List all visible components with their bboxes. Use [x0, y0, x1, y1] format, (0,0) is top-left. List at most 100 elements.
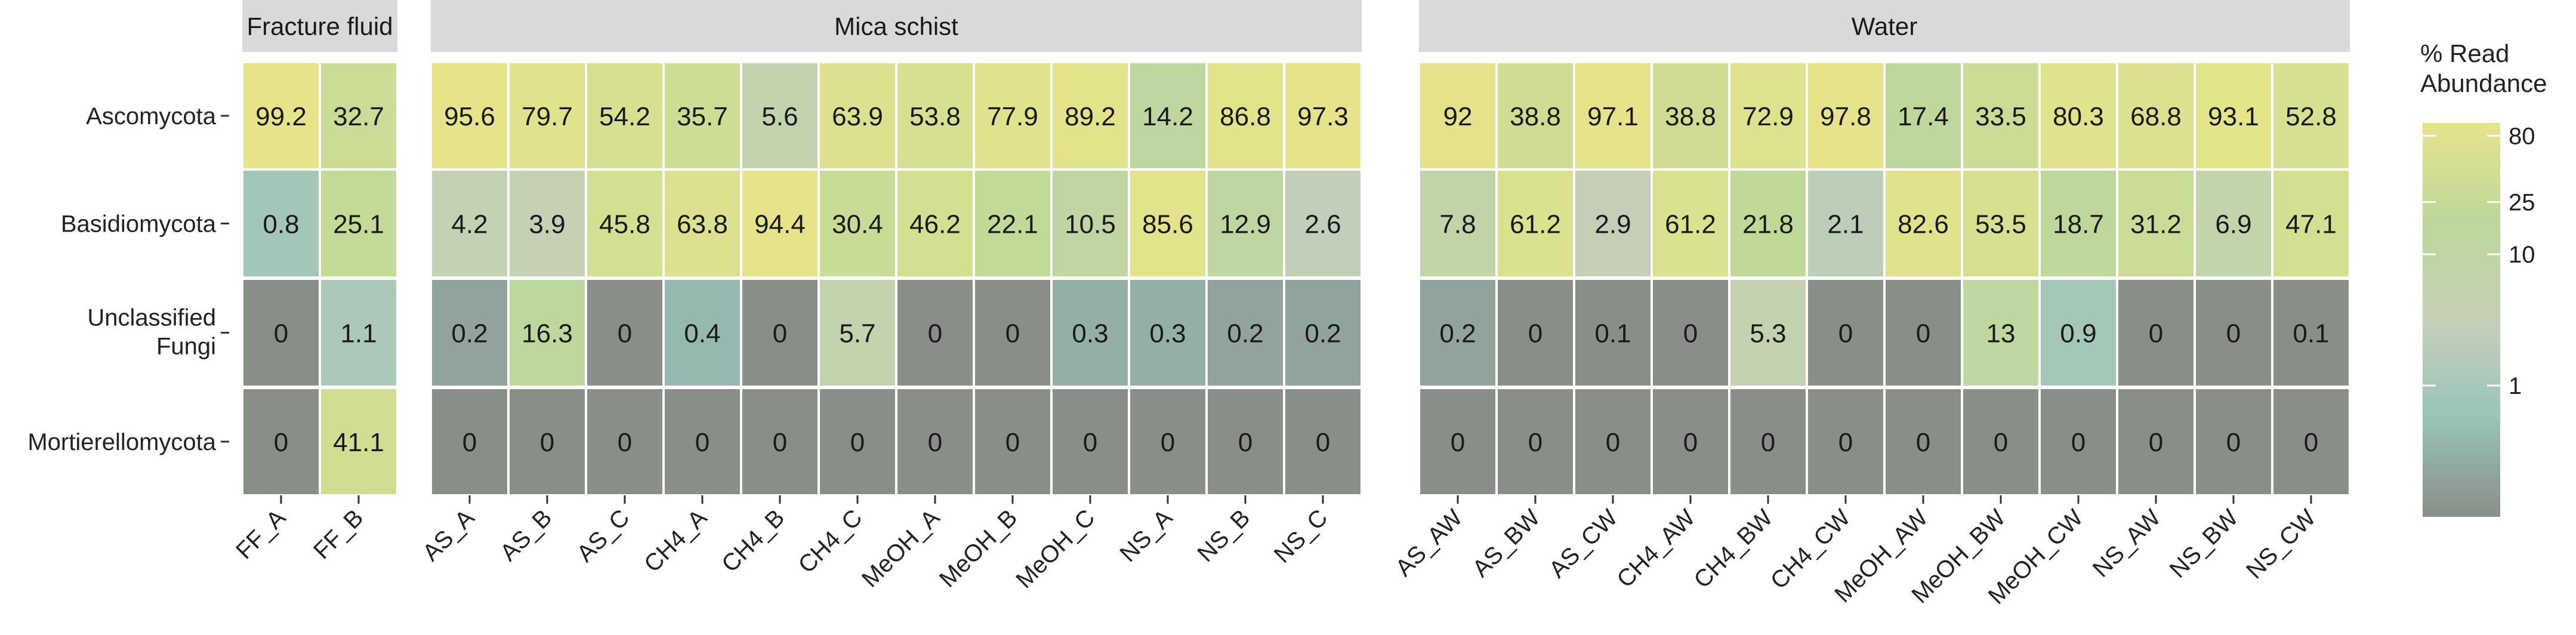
cell-value-label: 5.3 — [1750, 319, 1786, 349]
facet-strip-label: Mica schist — [834, 13, 958, 41]
cell-value-label: 2.9 — [1594, 210, 1631, 239]
heatmap-cell — [1573, 278, 1653, 388]
cell-value-label: 54.2 — [599, 102, 650, 131]
cell-value-label: 41.1 — [333, 428, 384, 457]
facet-strip — [242, 0, 397, 52]
column-label: AS_AW — [1390, 504, 1467, 581]
cell-value-label: 7.8 — [1439, 210, 1476, 239]
cell-value-label: 0 — [1838, 319, 1853, 349]
cell-value-label: 93.1 — [2208, 102, 2259, 131]
cell-value-label: 38.8 — [1665, 102, 1716, 131]
heatmap-cell — [241, 168, 321, 279]
cell-value-label: 0 — [928, 428, 942, 457]
cell-value-label: 72.9 — [1742, 102, 1794, 131]
cell-value-label: 94.4 — [754, 210, 806, 239]
cell-value-label: 0.1 — [1594, 319, 1631, 349]
cell-value-label: 95.6 — [444, 102, 495, 131]
heatmap-cell — [1961, 387, 2041, 497]
cell-value-label: 0 — [2226, 428, 2241, 457]
heatmap-cell — [973, 387, 1053, 497]
cell-value-label: 0 — [1083, 428, 1097, 457]
heatmap-cell — [1418, 168, 1498, 279]
cell-value-label: 13 — [1986, 319, 2016, 349]
heatmap-cell — [430, 387, 510, 497]
heatmap-cell — [2194, 278, 2273, 388]
cell-value-label: 31.2 — [2130, 210, 2182, 239]
column-label: AS_B — [495, 504, 557, 566]
legend-colorbar — [2423, 123, 2500, 517]
legend-tick-label: 25 — [2509, 189, 2535, 215]
column-label: FF_B — [308, 504, 368, 564]
cell-value-label: 79.7 — [522, 102, 573, 131]
heatmap-cell — [2038, 278, 2118, 388]
cell-value-label: 2.6 — [1304, 210, 1341, 239]
cell-value-label: 0 — [1528, 319, 1542, 349]
cell-value-label: 25.1 — [333, 210, 384, 239]
cell-value-label: 0 — [1528, 428, 1542, 457]
column-label: AS_CW — [1544, 504, 1623, 583]
cell-value-label: 0.8 — [263, 210, 299, 239]
cell-value-label: 0 — [1916, 319, 1930, 349]
heatmap-cell — [1883, 61, 1963, 171]
heatmap-cell — [1050, 61, 1130, 171]
cell-value-label: 38.8 — [1510, 102, 1561, 131]
heatmap-cell — [1283, 387, 1363, 497]
cell-value-label: 0.3 — [1072, 319, 1108, 349]
column-label: AS_BW — [1467, 504, 1545, 582]
heatmap-cell — [2271, 278, 2351, 388]
legend-title: Abundance — [2420, 69, 2547, 97]
column-label: AS_A — [418, 504, 480, 566]
cell-value-label: 30.4 — [832, 210, 883, 239]
cell-value-label: 63.9 — [832, 102, 883, 131]
cell-value-label: 0.4 — [684, 319, 720, 349]
row-label: Unclassified Fungi — [87, 305, 216, 360]
cell-value-label: 14.2 — [1142, 102, 1193, 131]
column-label: CH4_B — [717, 504, 789, 577]
column-label: MeOH_B — [934, 504, 1022, 592]
cell-value-label: 99.2 — [255, 102, 307, 131]
heatmap-cell — [1128, 278, 1208, 388]
cell-value-label: 0 — [1916, 428, 1930, 457]
heatmap-cell — [817, 168, 897, 279]
cell-value-label: 53.5 — [1975, 210, 2026, 239]
cell-value-label: 53.8 — [909, 102, 961, 131]
cell-value-label: 0.2 — [1439, 319, 1476, 349]
cell-value-label: 0 — [540, 428, 554, 457]
cell-value-label: 0 — [1606, 428, 1620, 457]
heatmap-cell — [241, 278, 321, 388]
legend-tick-label: 10 — [2509, 242, 2535, 268]
cell-value-label: 3.9 — [529, 210, 565, 239]
cell-value-label: 2.1 — [1827, 210, 1864, 239]
heatmap-cell — [1418, 61, 1498, 171]
heatmap-cell — [1883, 278, 1963, 388]
cell-value-label: 0 — [2149, 319, 2163, 349]
cell-value-label: 0 — [618, 428, 632, 457]
facet-strip — [1419, 0, 2350, 52]
cell-value-label: 47.1 — [2285, 210, 2337, 239]
column-label: MeOH_A — [857, 504, 945, 593]
cell-value-label: 21.8 — [1742, 210, 1794, 239]
cell-value-label: 0.2 — [451, 319, 488, 349]
cell-value-label: 0 — [1005, 428, 1020, 457]
legend-tick-label: 80 — [2509, 123, 2535, 149]
cell-value-label: 0.2 — [1227, 319, 1263, 349]
cell-value-label: 0 — [1838, 428, 1853, 457]
cell-value-label: 10.5 — [1065, 210, 1116, 239]
column-label: NS_A — [1115, 504, 1177, 567]
row-label: Basidiomycota — [61, 211, 217, 238]
cell-value-label: 32.7 — [333, 102, 384, 131]
cell-value-label: 92 — [1443, 102, 1473, 131]
heatmap-cell — [1283, 168, 1363, 279]
heatmap-cell — [817, 278, 897, 388]
column-label: CH4_BW — [1689, 504, 1778, 593]
heatmap-cell — [1128, 61, 1208, 171]
heatmap-cell — [2271, 61, 2351, 171]
column-label: AS_C — [572, 504, 634, 567]
heatmap-cell — [1573, 168, 1653, 279]
heatmap-cell — [740, 278, 820, 388]
row-label: Ascomycota — [86, 103, 217, 130]
cell-value-label: 77.9 — [987, 102, 1038, 131]
cell-value-label: 5.6 — [761, 102, 798, 131]
heatmap-cell — [1205, 387, 1285, 497]
